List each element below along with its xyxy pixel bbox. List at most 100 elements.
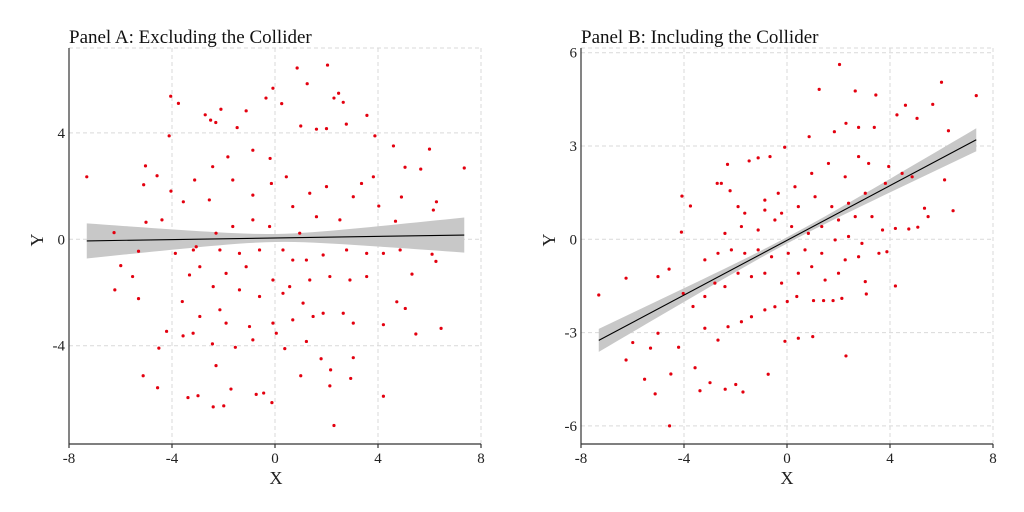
panel-a-data-point	[324, 185, 329, 189]
panel-b-data-point	[942, 178, 947, 182]
panel-a-data-point	[119, 264, 123, 268]
panel-a-data-point	[251, 193, 255, 197]
panel-b-data-point	[856, 255, 861, 259]
panel-b-data-point	[743, 251, 747, 255]
panel-a-data-point	[332, 96, 336, 100]
panel-a-data-point	[291, 258, 295, 262]
panel-a-data-point	[365, 113, 369, 117]
panel-a-data-point	[218, 308, 222, 312]
panel-a-data-point	[237, 251, 242, 255]
panel-b-data-point	[946, 129, 951, 133]
panel-a-data-point	[299, 124, 303, 128]
panel-b-x-label: X	[781, 468, 794, 488]
panel-a-data-point	[85, 175, 89, 179]
panel-a-data-point	[395, 300, 399, 304]
panel-a-data-point	[254, 392, 258, 396]
panel-b-data-point	[726, 325, 730, 329]
panel-b-data-point	[837, 62, 842, 67]
panel-a-data-point	[257, 248, 262, 252]
panel-a-data-point	[280, 102, 284, 106]
panel-a-data-point	[328, 384, 332, 388]
panel-b-data-point	[846, 201, 851, 205]
panel-a-data-point	[431, 208, 435, 212]
panel-a-data-point	[214, 231, 218, 235]
panel-b-data-point	[713, 281, 717, 285]
panel-b-data-point	[679, 230, 684, 234]
panel-a-data-point	[344, 248, 349, 252]
panel-a-data-point	[131, 274, 135, 279]
panel-b-data-point	[691, 304, 695, 309]
panel-b-data-point	[703, 326, 707, 330]
panel-b-data-point	[856, 125, 861, 129]
panel-a-data-point	[301, 301, 305, 305]
panel-b-y-tick-label: 6	[570, 46, 578, 62]
panel-b-data-point	[736, 205, 740, 209]
panel-b-data-point	[846, 234, 851, 239]
panel-b-data-point	[631, 340, 635, 345]
panel-b-data-point	[763, 271, 767, 275]
panel-a-data-point	[325, 63, 330, 67]
panel-a-x-label: X	[270, 468, 283, 488]
panel-b-data-point	[667, 267, 671, 271]
panel-b-data-point	[916, 225, 920, 229]
panel-b-data-point	[817, 87, 821, 91]
panel-a-data-point	[283, 347, 287, 351]
panel-a-y-label: Y	[27, 234, 47, 247]
panel-b-data-point	[756, 156, 760, 160]
panel-a-data-point	[198, 314, 202, 319]
panel-b-data-point	[833, 238, 837, 242]
panel-b-data-point	[769, 255, 774, 259]
panel-a-data-point	[319, 357, 323, 361]
panel-b-data-point	[885, 250, 889, 254]
panel-b-x-tick-label: -8	[575, 451, 588, 467]
panel-b-data-point	[926, 214, 930, 219]
panel-b-data-point	[763, 208, 767, 212]
panel-a-data-point	[271, 86, 275, 90]
panel-b-data-point	[763, 308, 767, 312]
panel-b-data-point	[716, 251, 720, 255]
panel-b-data-point	[877, 251, 881, 255]
panel-b-data-point	[698, 389, 702, 393]
panel-a-data-point	[351, 195, 355, 199]
panel-b-data-point	[887, 164, 891, 169]
panel-b-data-point	[903, 103, 908, 107]
panel-a-data-point	[299, 374, 303, 378]
panel-b-data-point	[843, 175, 847, 179]
panel-b-data-point	[895, 113, 899, 117]
panel-a-data-point	[341, 311, 345, 315]
panel-a-data-point	[257, 294, 262, 299]
panel-b-data-point	[830, 205, 834, 209]
panel-a-data-point	[144, 220, 148, 224]
panel-b-data-point	[734, 382, 738, 387]
panel-a-data-point	[324, 127, 329, 131]
panel-b-data-point	[779, 211, 784, 215]
panel-b-data-point	[813, 195, 817, 199]
panel-a-regression-line	[86, 234, 465, 242]
panel-b-data-point	[667, 424, 672, 428]
panel-a-data-point	[164, 329, 169, 333]
panel-b-data-point	[951, 209, 955, 213]
panel-b-data-point	[915, 116, 919, 120]
panel-b-data-point	[688, 204, 693, 208]
panel-a-x-tick-label: 8	[477, 451, 485, 467]
panel-b-data-point	[693, 366, 697, 370]
panel-a-data-point	[311, 314, 315, 319]
panel-b-x-tick-label: 4	[886, 451, 894, 467]
panel-a-x-tick-label: -4	[166, 451, 179, 467]
panel-a-data-point	[337, 91, 341, 95]
panel-a-data-point	[359, 181, 364, 186]
panel-b-data-point	[681, 291, 685, 296]
panel-b-data-point	[715, 181, 719, 185]
panel-b-data-point	[883, 181, 887, 185]
panel-b-data-point	[643, 377, 647, 381]
panel-b-data-point	[864, 292, 868, 296]
panel-a-data-point	[393, 219, 398, 223]
panel-a-data-point	[112, 231, 116, 235]
panel-a-data-point	[136, 297, 141, 301]
panel-a-data-point	[274, 331, 278, 335]
panel-a-data-point	[155, 174, 159, 178]
panel-b-data-point	[790, 224, 794, 229]
panel-a-data-point	[291, 204, 295, 209]
panel-a-data-point	[142, 183, 146, 187]
panel-a-data-point	[251, 338, 255, 342]
